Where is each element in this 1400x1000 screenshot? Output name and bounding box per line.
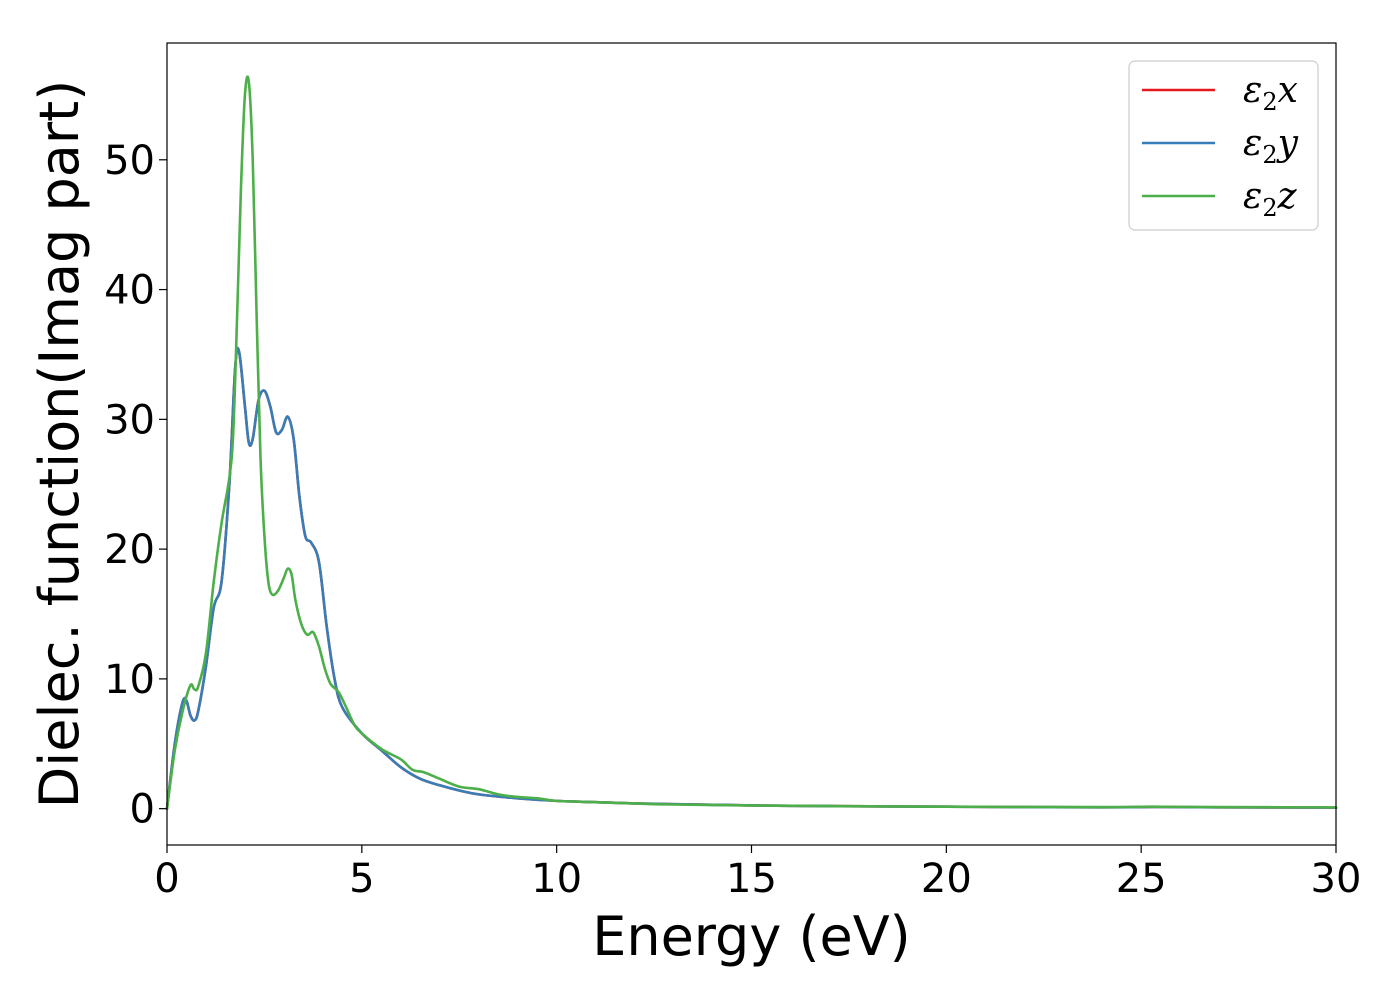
legend-subscript: 2 <box>1262 88 1277 116</box>
legend-entry-eps2x: ε2x <box>1243 70 1298 116</box>
legend-variable: z <box>1277 176 1298 217</box>
y-axis-ticks: 0 10 20 30 40 50 <box>104 138 167 833</box>
legend-variable: x <box>1278 70 1298 111</box>
legend-subscript: 2 <box>1262 194 1277 222</box>
x-tick-label: 15 <box>726 856 777 902</box>
x-tick-label: 0 <box>154 856 179 902</box>
legend-symbol: ε <box>1243 70 1262 111</box>
x-axis-ticks: 0 5 10 15 20 25 30 <box>154 845 1361 902</box>
x-tick-label: 25 <box>1116 856 1167 902</box>
y-tick-label: 50 <box>104 138 155 184</box>
x-tick-label: 5 <box>349 856 374 902</box>
y-tick-label: 0 <box>130 787 155 833</box>
x-tick-label: 20 <box>921 856 972 902</box>
y-axis-label: Dielec. function(Imag part) <box>28 80 91 809</box>
y-tick-label: 20 <box>104 527 155 573</box>
x-tick-label: 30 <box>1311 856 1362 902</box>
y-tick-label: 30 <box>104 397 155 443</box>
series-layer <box>165 75 1338 810</box>
legend-variable: y <box>1276 123 1299 164</box>
legend-subscript: 2 <box>1262 141 1277 169</box>
x-axis-label: Energy (eV) <box>592 905 911 968</box>
legend-symbol: ε <box>1243 176 1262 217</box>
legend-entry-eps2z: ε2z <box>1243 176 1298 222</box>
x-tick-label: 10 <box>531 856 582 902</box>
series-line-eps2z <box>165 75 1338 810</box>
legend-entry-eps2y: ε2y <box>1243 123 1299 169</box>
y-tick-label: 40 <box>104 268 155 314</box>
legend-box <box>1128 60 1319 231</box>
y-tick-label: 10 <box>104 657 155 703</box>
legend-symbol: ε <box>1243 123 1262 164</box>
